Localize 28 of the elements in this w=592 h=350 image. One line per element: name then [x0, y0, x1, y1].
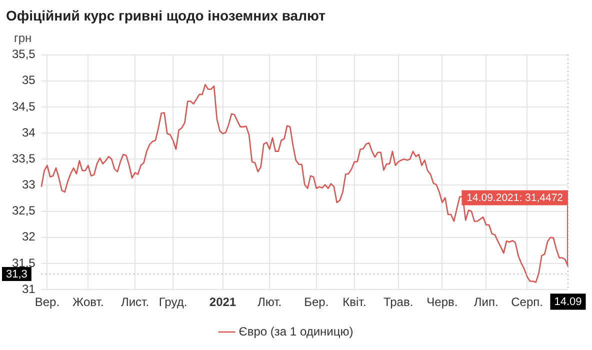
y-tick-label: 35,5	[12, 47, 36, 62]
x-tick-label: Черв.	[426, 295, 458, 310]
y-axis-title: грн	[14, 31, 32, 46]
y-tick-label: 33	[22, 178, 36, 192]
legend-label: Євро (за 1 одиницю)	[238, 324, 354, 338]
y-tick-label: 31	[22, 282, 36, 296]
annotation: 14.09.2021: 31,4472	[466, 192, 564, 204]
x-tick-label: 14.09	[554, 296, 582, 308]
x-tick-label: Лист.	[120, 295, 150, 310]
chart-title: Офіційний курс гривні щодо іноземних валют	[6, 7, 326, 24]
x-tick-label: Бер.	[304, 295, 329, 310]
y-tick-label: 34	[22, 125, 36, 140]
x-tick-label: Вер.	[34, 295, 60, 310]
x-tick-label: Квіт.	[342, 295, 366, 310]
x-tick-label: 2021	[209, 295, 236, 310]
y-tick-label: 31,5	[12, 256, 36, 270]
y-tick-label: 34,5	[12, 99, 36, 114]
x-tick-label: Трав.	[383, 295, 414, 310]
x-tick-label: Груд.	[158, 295, 188, 310]
y-tick-label: 33,5	[12, 151, 36, 166]
x-tick-label: Серп.	[511, 295, 543, 310]
y-tick-label: 32,5	[12, 204, 36, 218]
y-tick-label: 35	[22, 73, 36, 88]
ref-line-label: 31,3	[6, 268, 28, 280]
x-tick-label: Жовт.	[72, 295, 104, 310]
y-tick-label: 32	[22, 230, 36, 244]
x-tick-label: Лип.	[474, 295, 498, 310]
x-tick-label: Лют.	[258, 295, 282, 310]
